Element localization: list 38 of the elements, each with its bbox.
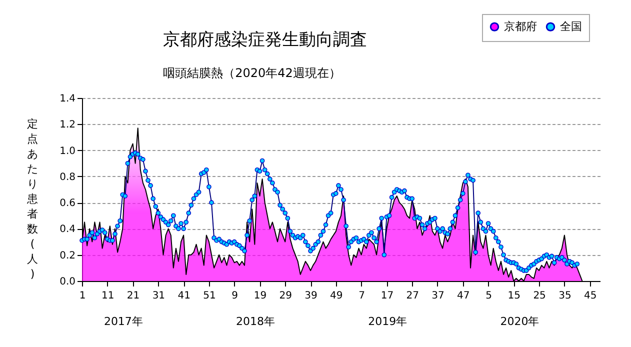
- x-tick-label: 27: [406, 290, 419, 302]
- x-tick-label: 37: [432, 290, 444, 302]
- x-tick-label: 21: [126, 290, 140, 302]
- y-tick-label: 0.6: [60, 198, 76, 210]
- chart-title: 京都府感染症発生動向調査: [163, 30, 367, 50]
- x-tick-label: 39: [304, 290, 318, 302]
- y-tick-label: 0.0: [60, 276, 76, 288]
- x-tick-label: 41: [178, 290, 190, 302]
- text: 2017年: [104, 315, 143, 328]
- y-tick-label: 1.4: [60, 94, 76, 104]
- x-tick-label: 19: [254, 290, 267, 302]
- x-tick-label: 5: [486, 290, 492, 302]
- legend-label: 全国: [560, 20, 582, 33]
- x-tick-label: 45: [584, 290, 597, 302]
- x-tick-label: 7: [358, 290, 365, 302]
- text: 2018年: [236, 315, 276, 328]
- y-tick-label: 0.2: [60, 250, 76, 262]
- legend-label: 京都府: [504, 20, 537, 33]
- x-tick-label: 11: [102, 290, 114, 302]
- x-tick-label: 25: [533, 290, 546, 302]
- x-tick-label: 15: [508, 290, 521, 302]
- x-tick-label: 29: [279, 290, 292, 302]
- chart-subtitle: 咽頭結膜熱（2020年42週現在）: [163, 66, 341, 80]
- text: 2019年: [368, 315, 408, 328]
- x-tick-label: 1: [79, 290, 86, 302]
- x-tick-label: 31: [152, 290, 166, 302]
- x-tick-label: 17: [380, 290, 394, 302]
- x-tick-label: 49: [330, 290, 343, 302]
- text: 定点あたり患者数(人): [27, 118, 38, 280]
- y-tick-label: 1.2: [60, 120, 76, 131]
- x-tick-label: 9: [232, 290, 238, 302]
- x-tick-label: 51: [203, 290, 216, 302]
- y-tick-label: 1.0: [60, 146, 76, 157]
- y-tick-label: 0.8: [60, 172, 76, 183]
- y-tick-label: 0.4: [60, 224, 76, 236]
- text: 2020年: [500, 315, 540, 328]
- x-tick-label: 35: [558, 290, 572, 302]
- x-tick-label: 47: [457, 290, 470, 302]
